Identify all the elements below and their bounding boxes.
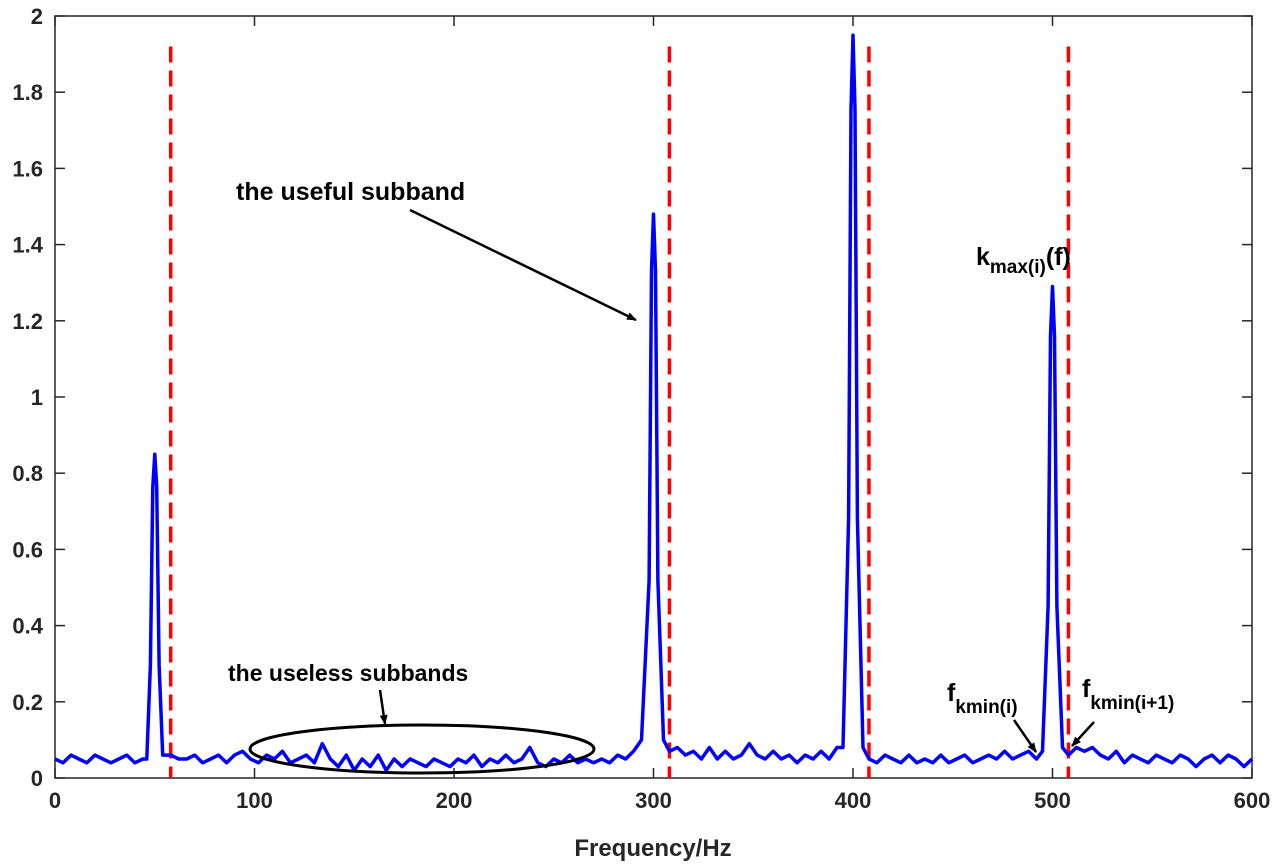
x-tick-label: 600 [1234, 788, 1271, 813]
y-tick-label: 0.6 [12, 537, 43, 562]
y-tick-label: 1.8 [12, 80, 43, 105]
useful-subband-arrow [409, 208, 637, 322]
y-tick-label: 0.4 [12, 614, 43, 639]
annotation-useful-subband: the useful subband [236, 178, 465, 206]
x-tick-label: 300 [635, 788, 672, 813]
annotation-kmax: kmax(i)(f) [976, 243, 1071, 278]
useless-subbands-arrow [378, 689, 388, 725]
annotation-fkmin-i1: fkmin(i+1) [1082, 675, 1174, 714]
spectrum-series-line [54, 33, 1254, 773]
useless-subbands-ellipse [248, 723, 596, 775]
y-tick-label: 0 [31, 766, 43, 791]
plot-area [54, 15, 1253, 779]
x-tick-label: 400 [835, 788, 872, 813]
y-tick-label: 2 [31, 4, 43, 29]
y-tick-label: 1.4 [12, 233, 43, 258]
y-tick-label: 1 [31, 385, 43, 410]
y-tick-label: 1.2 [12, 309, 43, 334]
x-tick-label: 500 [1034, 788, 1071, 813]
x-tick-label: 200 [436, 788, 473, 813]
ticks-group: 0 100 200 300 400 500 600 0 0.2 0.4 0.6 0.8 1 1.2 1.4 1… [12, 4, 1270, 813]
fkmin-i1-arrow [1071, 721, 1095, 747]
subband-boundaries [168, 46, 1071, 778]
fkmin-i-arrow [1012, 719, 1038, 753]
y-tick-label: 0.2 [12, 690, 43, 715]
y-tick-label: 0.8 [12, 461, 43, 486]
x-tick-label: 100 [236, 788, 273, 813]
annotation-fkmin-i: fkmin(i) [947, 679, 1018, 718]
annotation-useless-subbands: the useless subbands [228, 660, 468, 686]
x-tick-label: 0 [49, 788, 61, 813]
x-axis-label: Frequency/Hz [574, 835, 731, 862]
y-tick-label: 1.6 [12, 156, 43, 181]
